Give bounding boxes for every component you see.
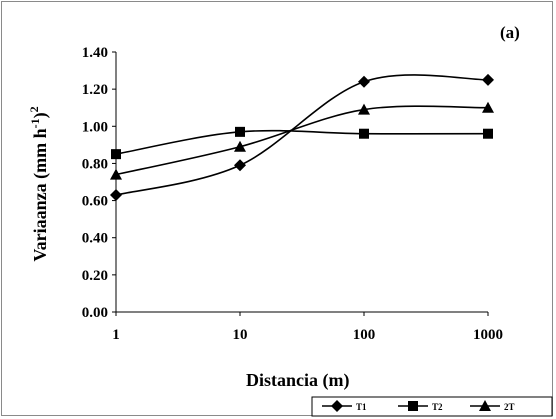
data-point-t2 — [111, 149, 121, 160]
legend-marker-t2 — [408, 401, 418, 411]
x-tick-label: 100 — [353, 327, 376, 343]
data-point-2t — [234, 140, 246, 152]
data-point-t1 — [482, 73, 494, 86]
y-axis-title-sup1: -1 — [28, 118, 42, 128]
y-tick-label: 0.80 — [82, 156, 108, 172]
y-axis-title-sup2: 2 — [27, 106, 41, 112]
series-lines — [115, 74, 489, 196]
legend: T1 T2 2T — [311, 396, 553, 417]
data-point-t1 — [234, 159, 246, 172]
y-axis-title: Variaanza (mm h-1)2 — [27, 106, 51, 261]
y-tick-label: 0.40 — [82, 231, 108, 247]
y-tick-label: 1.40 — [82, 45, 108, 61]
data-point-t2 — [235, 126, 245, 137]
x-tick-label: 10 — [233, 327, 248, 343]
x-axis-title: Distancia (m) — [246, 370, 349, 391]
legend-label-2t: 2T — [504, 402, 515, 412]
x-tick-label: 1000 — [473, 327, 503, 343]
data-point-t1 — [358, 75, 370, 88]
series-line-t1 — [115, 74, 489, 196]
y-axis-title-mid: ) — [30, 112, 51, 118]
data-point-t2 — [483, 128, 493, 139]
legend-box — [311, 396, 553, 417]
panel-label: (a) — [500, 23, 520, 42]
y-tick-label: 1.20 — [82, 82, 108, 98]
series-markers — [110, 73, 494, 201]
y-axis-ticks: 0.00 0.20 0.40 0.60 0.80 1.00 1.20 1.40 — [82, 45, 116, 321]
data-point-t1 — [110, 189, 122, 201]
series-line-t2 — [115, 129, 489, 155]
y-tick-label: 0.60 — [82, 194, 108, 210]
legend-marker-2t — [479, 400, 491, 411]
x-tick-label: 1 — [112, 327, 120, 343]
y-axis-title-main: Variaanza (mm h — [30, 128, 51, 261]
x-axis-ticks: 1 10 100 1000 — [112, 312, 503, 343]
legend-label-t1: T1 — [356, 402, 367, 412]
data-point-2t — [110, 168, 122, 180]
y-tick-label: 0.20 — [82, 268, 108, 284]
legend-marker-t1 — [331, 400, 343, 412]
legend-label-t2: T2 — [432, 402, 443, 412]
plot-area — [115, 52, 488, 313]
data-point-t2 — [359, 128, 369, 139]
y-tick-label: 1.00 — [82, 119, 108, 135]
data-point-2t — [358, 103, 370, 115]
y-tick-label: 0.00 — [82, 305, 108, 321]
data-point-2t — [482, 101, 494, 113]
series-line-2t — [115, 105, 489, 176]
